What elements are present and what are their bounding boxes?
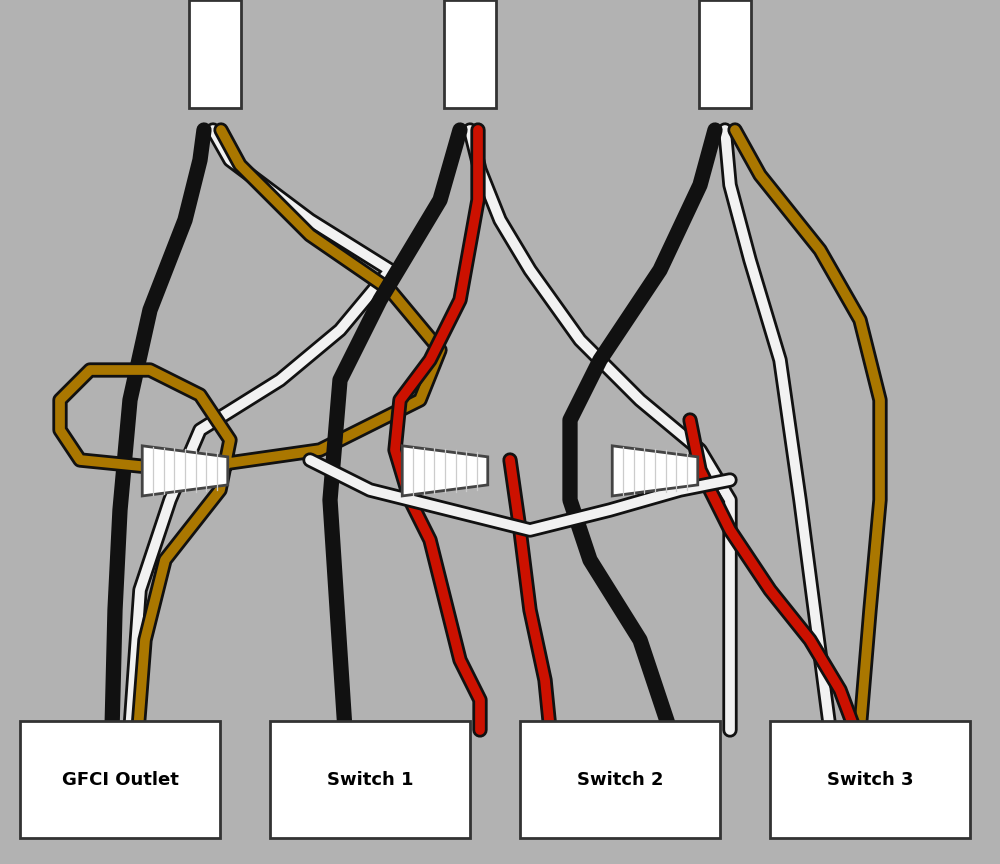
Polygon shape: [612, 446, 698, 496]
Text: Switch 1: Switch 1: [327, 771, 413, 789]
Polygon shape: [402, 446, 488, 496]
FancyBboxPatch shape: [520, 721, 720, 838]
FancyBboxPatch shape: [270, 721, 470, 838]
FancyBboxPatch shape: [770, 721, 970, 838]
FancyBboxPatch shape: [189, 0, 241, 108]
FancyBboxPatch shape: [699, 0, 751, 108]
Text: Switch 2: Switch 2: [577, 771, 663, 789]
Text: Switch 3: Switch 3: [827, 771, 913, 789]
FancyBboxPatch shape: [20, 721, 220, 838]
Text: GFCI Outlet: GFCI Outlet: [62, 771, 178, 789]
Polygon shape: [142, 446, 228, 496]
FancyBboxPatch shape: [444, 0, 496, 108]
